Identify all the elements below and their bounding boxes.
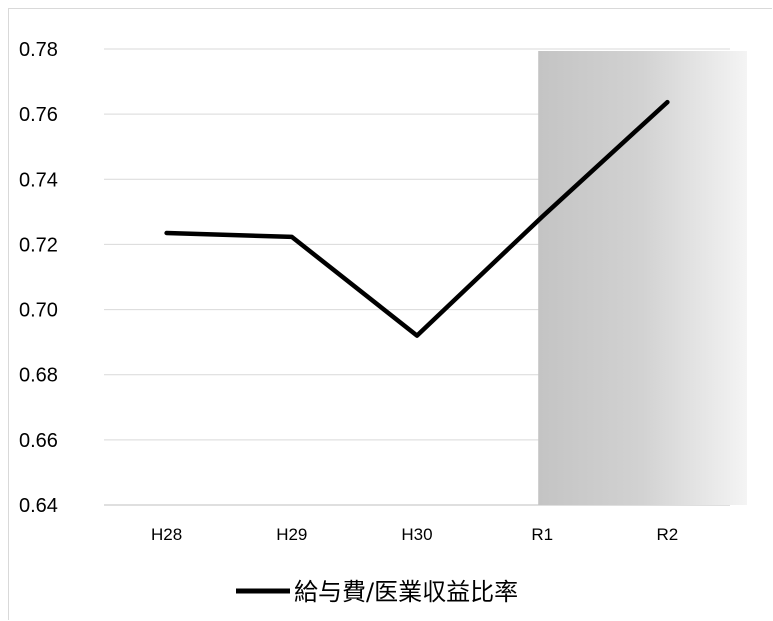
x-tick-label: R2 [657, 525, 679, 544]
y-tick-label: 0.74 [19, 169, 58, 191]
x-tick-label: H29 [276, 525, 307, 544]
highlight-band [538, 51, 747, 505]
y-tick-label: 0.66 [19, 430, 58, 452]
y-tick-label: 0.70 [19, 300, 58, 322]
y-axis-ticks: 0.64 0.66 0.68 0.70 0.72 0.74 0.76 0.78 [19, 39, 58, 517]
legend: 給与費/医業収益比率 [236, 578, 518, 606]
x-tick-label: R1 [531, 525, 553, 544]
y-tick-label: 0.76 [19, 104, 58, 126]
y-tick-label: 0.72 [19, 234, 58, 256]
y-tick-label: 0.78 [19, 39, 58, 61]
x-axis-ticks: H28 H29 H30 R1 R2 [151, 525, 678, 544]
x-tick-label: H28 [151, 525, 182, 544]
x-tick-label: H30 [401, 525, 432, 544]
y-tick-label: 0.64 [19, 495, 58, 517]
legend-label: 給与費/医業収益比率 [294, 578, 518, 606]
series-lines [164, 99, 670, 338]
y-tick-label: 0.68 [19, 365, 58, 387]
highlight-region [538, 51, 747, 505]
